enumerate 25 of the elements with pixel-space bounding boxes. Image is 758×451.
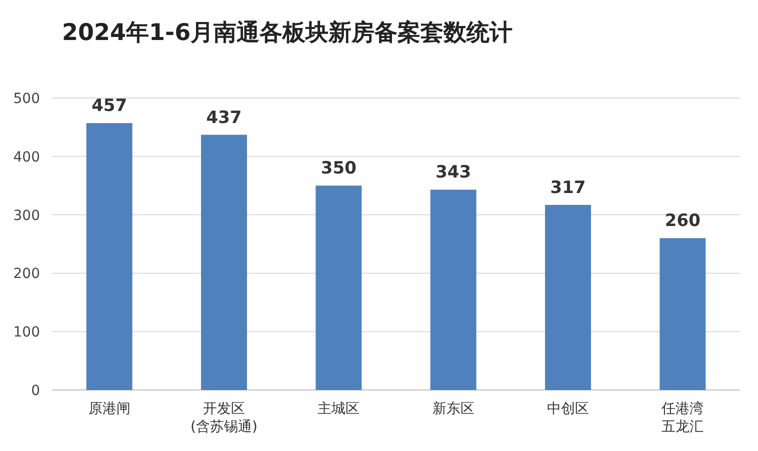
bar (316, 186, 362, 390)
data-label: 317 (550, 178, 586, 198)
x-tick-label: 主城区 (318, 401, 360, 417)
bar (201, 134, 247, 390)
bar (430, 190, 476, 390)
x-tick-label: 开发区 (含苏锡通) (190, 401, 258, 435)
bar (545, 204, 591, 390)
x-tick-label: 原港闸 (88, 401, 130, 417)
y-tick-label: 0 (31, 383, 40, 399)
x-tick-label: 任港湾五龙汇 (660, 401, 704, 435)
x-tick-label: 新东区 (432, 401, 474, 417)
bar (86, 123, 132, 390)
bar (660, 238, 706, 390)
y-tick-label: 400 (13, 149, 40, 166)
data-label: 437 (206, 108, 242, 128)
data-label: 343 (436, 162, 472, 183)
chart-title: 2024年1-6月南通各板块新房备案套数统计 (62, 19, 513, 46)
x-tick-label: 中创区 (547, 401, 589, 417)
y-tick-label: 100 (13, 324, 40, 341)
y-tick-label: 200 (13, 266, 40, 282)
data-label: 260 (664, 211, 701, 232)
y-tick-label: 500 (13, 91, 40, 107)
data-label: 350 (320, 158, 357, 179)
data-label: 457 (92, 96, 128, 116)
y-tick-label: 300 (13, 208, 40, 224)
